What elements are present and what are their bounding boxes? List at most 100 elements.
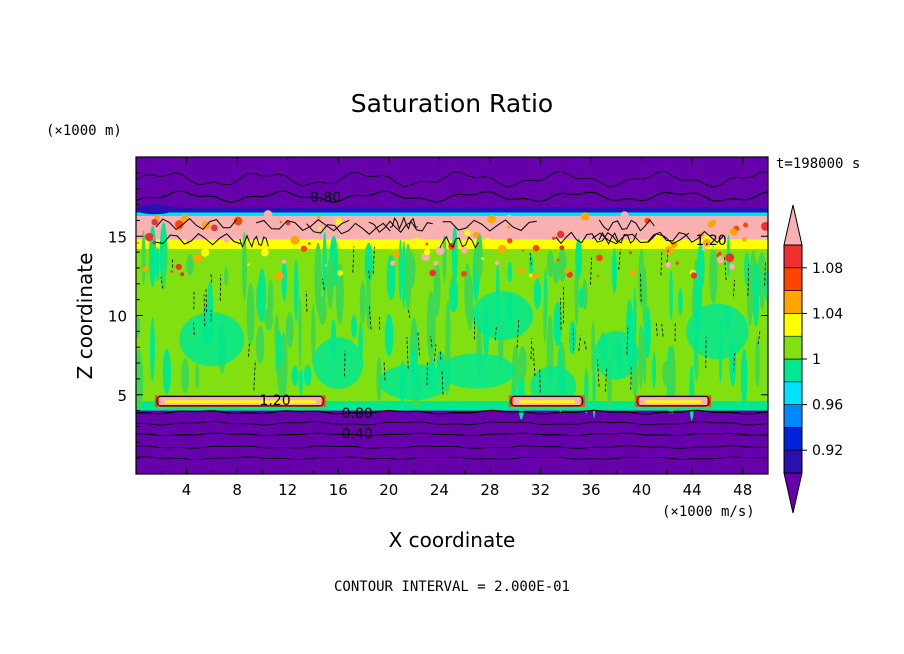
colorbar-lower-extension xyxy=(783,472,803,514)
plume-cell xyxy=(291,365,299,386)
plume-cell xyxy=(543,293,547,344)
upper-speckle xyxy=(718,251,722,256)
upper-speckle xyxy=(170,270,174,273)
upper-speckle xyxy=(592,232,596,236)
upper-speckle xyxy=(435,246,445,255)
plume-cell xyxy=(359,280,366,325)
upper-speckle xyxy=(308,242,311,245)
plume-cell xyxy=(533,278,542,310)
contour-line-120-upper xyxy=(306,222,391,235)
upper-speckle xyxy=(300,245,307,252)
upper-speckle xyxy=(630,269,636,276)
contour-line-080-upper xyxy=(136,190,768,204)
upper-speckle xyxy=(597,274,600,277)
plume-cell xyxy=(181,357,190,394)
plume-cell xyxy=(644,306,651,359)
contour-line-100 xyxy=(757,329,761,345)
x-unit-label: (×1000 m/s) xyxy=(662,504,755,520)
y-tick-label: 5 xyxy=(117,387,127,405)
x-tick-label: 28 xyxy=(480,481,499,499)
upper-speckle xyxy=(473,231,480,238)
upper-speckle xyxy=(521,249,525,252)
upper-speckle xyxy=(494,260,500,266)
x-tick-label: 36 xyxy=(581,481,600,499)
upper-speckle xyxy=(559,245,565,251)
x-tick-label: 32 xyxy=(531,481,550,499)
upper-speckle xyxy=(712,246,716,250)
upper-speckle xyxy=(532,244,540,252)
x-tick-label: 20 xyxy=(379,481,398,499)
contour-line-100 xyxy=(368,304,372,330)
upper-speckle xyxy=(707,221,715,228)
upper-speckle xyxy=(725,253,735,263)
plume-cell xyxy=(546,250,554,278)
upper-speckle xyxy=(729,228,738,236)
plume-cell xyxy=(162,242,167,290)
plume-cell xyxy=(744,252,750,285)
contour-line-100 xyxy=(321,278,325,291)
contour-line-120-upper xyxy=(598,218,655,232)
upper-speckle xyxy=(337,270,343,276)
colorbar-swatch xyxy=(783,335,803,360)
contour-line-100 xyxy=(305,290,308,312)
upper-speckle xyxy=(702,238,711,247)
contour-line-100 xyxy=(584,341,587,350)
plume-cell xyxy=(574,262,579,326)
plume-cell xyxy=(299,368,304,395)
upper-speckle xyxy=(620,211,629,220)
contour-line-120-upper xyxy=(368,220,433,233)
lens-right-core xyxy=(645,400,702,404)
upper-speckle xyxy=(690,272,698,279)
contour-line-100 xyxy=(733,279,735,297)
upper-speckle xyxy=(481,256,485,260)
contour-line-080 xyxy=(136,409,768,415)
contour-label: 0.40 xyxy=(342,426,373,442)
teal-patch xyxy=(472,291,533,340)
upper-speckle xyxy=(580,212,590,221)
contour-line-100 xyxy=(660,250,663,276)
upper-speckle xyxy=(518,267,525,274)
contour-line-100 xyxy=(383,362,386,381)
contour-line-100 xyxy=(661,323,664,337)
upper-speckle xyxy=(551,236,556,240)
plume-cell xyxy=(350,314,357,339)
upper-speckle xyxy=(136,241,140,245)
plume-cell xyxy=(569,321,577,355)
x-tick-label: 16 xyxy=(329,481,348,499)
upper-speckle xyxy=(433,260,439,266)
plume-cell xyxy=(464,262,471,320)
teal-patch xyxy=(179,312,245,367)
lens-center-core xyxy=(518,400,575,404)
colorbar-tick-label: 1.08 xyxy=(812,261,843,277)
plume-cell xyxy=(303,364,312,387)
upper-speckle xyxy=(383,234,387,237)
contour-line-100 xyxy=(406,336,409,369)
upper-speckle xyxy=(717,256,725,264)
plume-cell xyxy=(141,230,146,286)
plume-cell xyxy=(311,304,316,367)
y-unit-label: (×1000 m) xyxy=(46,123,122,139)
contour-label: 0.80 xyxy=(310,190,341,206)
upper-speckle xyxy=(247,263,251,267)
upper-speckle xyxy=(729,263,736,270)
contour-line-100 xyxy=(747,264,750,296)
plume-cell xyxy=(451,226,458,286)
plume-cell xyxy=(512,345,519,392)
plume-cell xyxy=(242,231,247,302)
upper-speckle xyxy=(701,246,706,251)
field-blobs xyxy=(136,204,768,421)
plume-cell xyxy=(195,362,200,390)
plume-cell xyxy=(281,258,288,302)
contour-line-100 xyxy=(210,272,213,283)
plume-cell xyxy=(757,252,766,282)
upper-speckle xyxy=(180,272,185,277)
upper-speckle xyxy=(485,237,490,243)
plume-cell xyxy=(633,286,637,351)
colorbar-tick-label: 0.96 xyxy=(812,398,843,414)
plume-cell xyxy=(638,324,644,389)
contour-line-100 xyxy=(604,368,607,392)
upper-speckle xyxy=(260,248,269,257)
upper-speckle xyxy=(266,212,271,216)
plume-cell xyxy=(398,239,403,300)
contour-line-100 xyxy=(203,294,206,327)
